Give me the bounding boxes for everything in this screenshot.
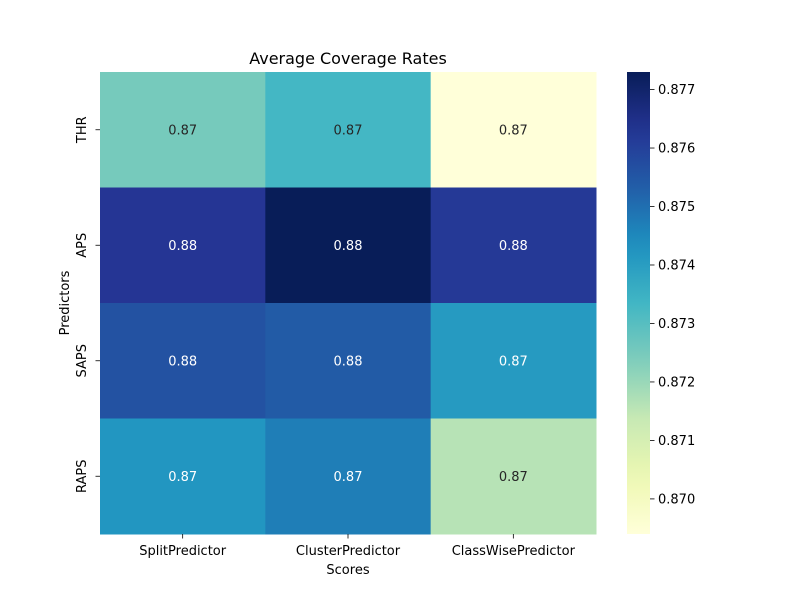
cell-value-label: 0.87 xyxy=(499,470,528,485)
colorbar-tick-label: 0.873 xyxy=(658,317,695,332)
heatmap-cell xyxy=(265,418,432,535)
cell-value-label: 0.87 xyxy=(499,354,528,369)
heatmap-cell xyxy=(100,72,266,188)
cell-value-label: 0.88 xyxy=(499,239,528,254)
colorbar-tick-label: 0.877 xyxy=(658,83,695,98)
y-axis-label: Predictors xyxy=(58,270,73,335)
x-axis: SplitPredictor ClusterPredictor ClassWiseP… xyxy=(139,534,576,559)
y-tick-label: APS xyxy=(75,233,90,258)
cell-value-label: 0.87 xyxy=(499,123,528,138)
cell-value-label: 0.87 xyxy=(168,123,197,138)
heatmap-cell xyxy=(100,187,266,304)
x-axis-label: Scores xyxy=(326,563,369,578)
cell-value-label: 0.88 xyxy=(334,354,363,369)
heatmap-cell xyxy=(430,187,597,304)
y-tick-label: THR xyxy=(75,116,90,144)
cell-value-label: 0.88 xyxy=(168,239,197,254)
cell-value-label: 0.87 xyxy=(168,470,197,485)
heatmap-cell xyxy=(100,303,266,419)
heatmap-cells xyxy=(100,72,597,535)
cell-value-label: 0.88 xyxy=(334,239,363,254)
cell-value-label: 0.87 xyxy=(334,123,363,138)
heatmap-cell-labels: 0.87 0.87 0.87 0.88 0.88 0.88 0.88 0.88 0.87 0.87… xyxy=(168,123,528,485)
heatmap-cell xyxy=(265,303,432,419)
x-tick-label: ClassWisePredictor xyxy=(452,544,576,559)
heatmap-cell xyxy=(265,72,432,188)
y-tick-label: SAPS xyxy=(75,344,90,377)
heatmap-cell xyxy=(430,418,597,535)
colorbar-tick-label: 0.870 xyxy=(658,492,695,507)
heatmap-cell xyxy=(100,418,266,535)
colorbar-tick-label: 0.876 xyxy=(658,142,695,157)
heatmap-cell xyxy=(430,303,597,419)
x-tick-label: SplitPredictor xyxy=(139,544,227,559)
cell-value-label: 0.87 xyxy=(334,470,363,485)
cell-value-label: 0.88 xyxy=(168,354,197,369)
heatmap-cell xyxy=(265,187,432,304)
colorbar-gradient xyxy=(627,72,650,534)
colorbar-tick-label: 0.875 xyxy=(658,200,695,215)
y-tick-label: RAPS xyxy=(75,460,90,494)
chart-title: Average Coverage Rates xyxy=(249,49,447,68)
colorbar-tick-label: 0.871 xyxy=(658,434,695,449)
heatmap-cell xyxy=(430,72,597,188)
colorbar: 0.870 0.871 0.872 0.873 0.874 0.875 0.876 0.877 xyxy=(627,72,695,534)
x-tick-label: ClusterPredictor xyxy=(296,544,401,559)
colorbar-tick-label: 0.872 xyxy=(658,375,695,390)
colorbar-tick-label: 0.874 xyxy=(658,258,695,273)
y-axis: THR APS SAPS RAPS xyxy=(75,116,100,493)
